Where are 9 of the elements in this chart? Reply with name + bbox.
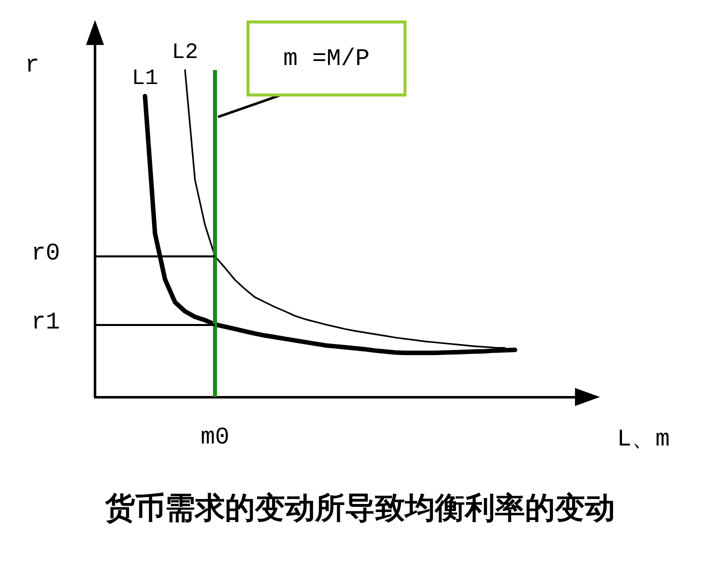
ref-line-label: r0 xyxy=(31,240,60,268)
annotation: m =M/P xyxy=(283,46,370,73)
text: m0 xyxy=(200,424,230,452)
series-label: L1 xyxy=(132,66,158,91)
x-axis-title: L、m xyxy=(617,426,670,454)
ref-line-label: r1 xyxy=(31,309,60,336)
text: 货币需求的变动所导致均衡利率的变动 xyxy=(104,490,616,528)
series-label: L2 xyxy=(172,40,198,65)
y-axis-title: r xyxy=(25,52,40,80)
